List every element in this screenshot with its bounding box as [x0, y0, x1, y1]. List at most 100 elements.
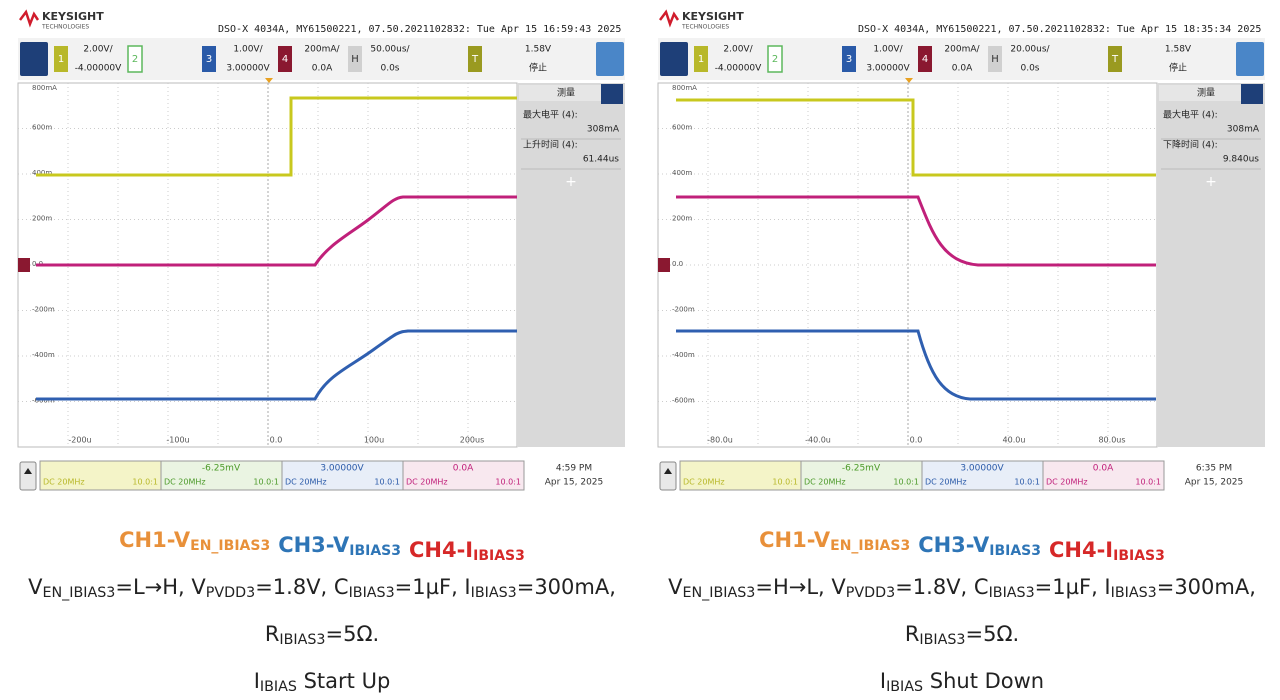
text-segment: =L→H, V [115, 575, 206, 599]
channel-number: 4 [282, 54, 288, 65]
measure-title: 测量 [1197, 88, 1215, 99]
footer-ratio: 10.0:1 [1014, 478, 1040, 487]
channel-offset: 0.0s [380, 64, 399, 74]
trigger-marker [265, 78, 273, 83]
arrow-icon [24, 468, 32, 474]
channel-badge [1108, 46, 1122, 72]
channel-badge [918, 46, 932, 72]
footer-ratio: 10.0:1 [253, 478, 279, 487]
y-label: 400m [32, 169, 52, 177]
footer-coupling: DC 20MHz [285, 478, 327, 487]
channel-bar [18, 38, 625, 80]
subscript: IBIAS3 [1111, 585, 1157, 601]
x-label: 40.0u [1003, 436, 1026, 445]
channel-number: T [1111, 54, 1119, 65]
text-segment: I [254, 669, 260, 693]
text-segment: V [668, 575, 683, 599]
subscript: IBIAS [886, 679, 923, 695]
text-segment: Start Up [297, 669, 390, 693]
footer-cell [800, 460, 923, 491]
channel-badge [694, 46, 708, 72]
channel-badge [468, 46, 482, 72]
measure-value: 308mA [587, 125, 620, 135]
text-segment: V [28, 575, 43, 599]
ch3-trace [36, 329, 535, 401]
y-label: 400m [672, 169, 692, 177]
menu-button [660, 42, 688, 76]
footer-arrow [659, 461, 677, 491]
legend-sub: IBIAS3 [349, 543, 401, 559]
y-label: 800mA [672, 84, 697, 92]
footer-date: Apr 15, 2025 [1185, 478, 1244, 488]
channel-number: 3 [206, 54, 212, 65]
channel-badge [54, 46, 68, 72]
footer-ratio: 10.0:1 [893, 478, 919, 487]
subscript: IBIAS3 [349, 585, 395, 601]
legend-main: CH4-I [1049, 538, 1113, 562]
channel-number: H [991, 54, 999, 65]
measure-title: 测量 [557, 88, 575, 99]
measure-icon [1241, 84, 1263, 104]
subscript: IBIAS3 [279, 632, 325, 648]
channel-badge [202, 46, 216, 72]
channel-number: 2 [772, 54, 778, 65]
channel-scale: 1.00V/ [233, 45, 263, 55]
channel-number: 4 [922, 54, 928, 65]
measure-panel [517, 83, 625, 447]
channel-number: H [351, 54, 359, 65]
trigger-marker [905, 78, 913, 83]
legend-main: CH3-V [918, 533, 990, 557]
legend-main: CH1-V [119, 528, 191, 552]
channel-offset: -4.00000V [75, 64, 122, 74]
arrow-icon [664, 468, 672, 474]
x-label: -200u [68, 436, 91, 445]
y-label: 200m [672, 215, 692, 223]
y-label: -400m [672, 351, 695, 359]
footer-ratio: 10.0:1 [495, 478, 521, 487]
channel-scale: 2.00V/ [723, 45, 753, 55]
subscript: EN_IBIAS3 [682, 585, 755, 601]
footer-time: 4:59 PM [556, 464, 592, 474]
subscript: IBIAS3 [989, 585, 1035, 601]
legend-sub: EN_IBIAS3 [830, 538, 910, 554]
footer-value: -6.25mV [202, 464, 241, 474]
y-label: 0.0 [672, 260, 683, 268]
y-label: -200m [32, 306, 55, 314]
legend-main: CH4-I [409, 538, 473, 562]
y-label: 600m [32, 124, 52, 132]
x-label: -40.0u [805, 436, 831, 445]
measure-label: 最大电平 (4): [1163, 109, 1218, 121]
x-label: 80.0us [1098, 436, 1125, 445]
subscript: EN_IBIAS3 [42, 585, 115, 601]
text-segment: R [905, 622, 920, 646]
footer-arrow [19, 461, 37, 491]
text-segment: =300mA, [1157, 575, 1256, 599]
brand: KEYSIGHT [682, 10, 744, 23]
legend-sub: IBIAS3 [473, 548, 525, 564]
channel-scale: 50.00us/ [370, 45, 410, 55]
y-label: 600m [672, 124, 692, 132]
legend-main: CH1-V [759, 528, 831, 552]
ch1-trace [36, 96, 535, 177]
measure-panel [1157, 83, 1265, 447]
channel-scale: 20.00us/ [1010, 45, 1050, 55]
footer-cell [281, 460, 404, 491]
legend-sub: IBIAS3 [989, 543, 1041, 559]
channel-number: 2 [132, 54, 138, 65]
channel-number: T [471, 54, 479, 65]
footer-value: 0.0A [453, 464, 474, 474]
wave-button [1236, 42, 1264, 76]
wave-button [596, 42, 624, 76]
x-label: -100u [166, 436, 189, 445]
footer-coupling: DC 20MHz [925, 478, 967, 487]
footer-ratio: 10.0:1 [1135, 478, 1161, 487]
caption-line: RIBIAS3=5Ω. [265, 622, 379, 648]
text-segment: =5Ω. [966, 622, 1020, 646]
caption-line: VEN_IBIAS3=H→L, VPVDD3=1.8V, CIBIAS3=1µF… [668, 575, 1256, 601]
text-segment: =1µF, I [1035, 575, 1111, 599]
ch3-trace [676, 329, 1156, 401]
channel-badge [348, 46, 362, 72]
channel-offset: 0.0A [952, 64, 973, 74]
footer-ratio: 10.0:1 [772, 478, 798, 487]
